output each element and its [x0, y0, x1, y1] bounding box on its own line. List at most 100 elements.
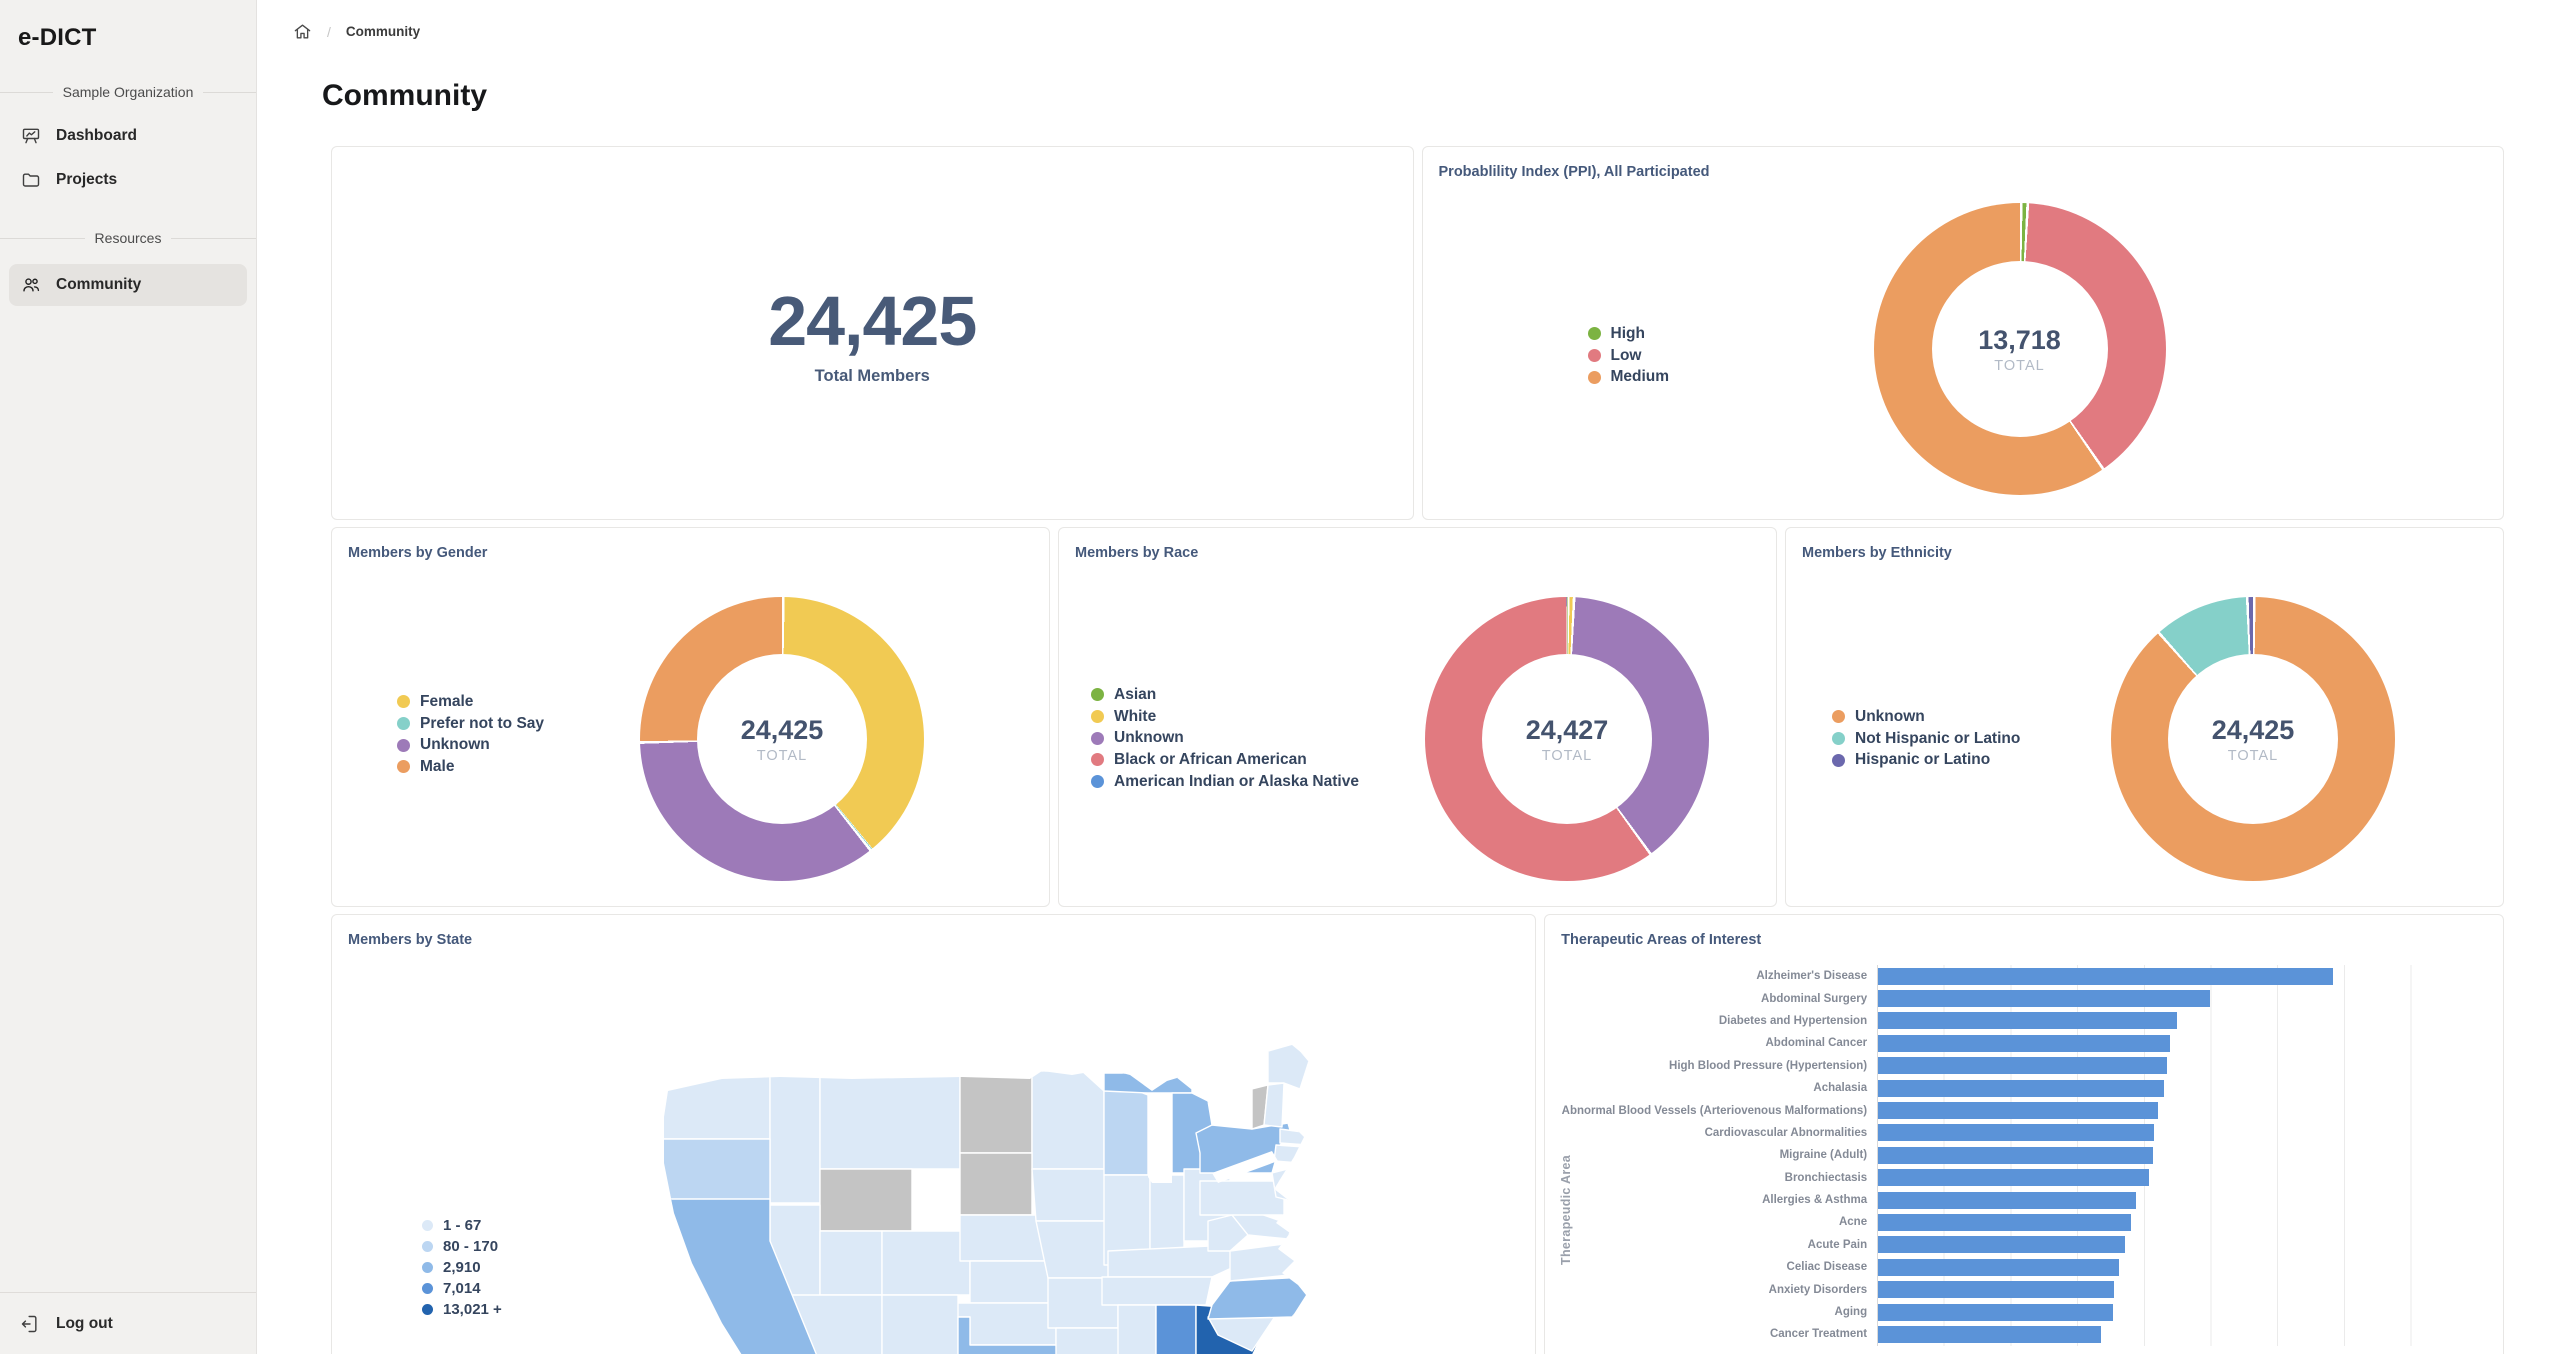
state-ID[interactable]: [769, 1072, 821, 1204]
state-AL[interactable]: [1155, 1304, 1197, 1354]
state-VA[interactable]: [1229, 1242, 1309, 1282]
bar-category-label: Anxiety Disorders: [1768, 1283, 1868, 1296]
bar[interactable]: [1878, 1102, 2158, 1120]
legend-item: American Indian or Alaska Native: [1091, 771, 1359, 793]
bar-track: [1877, 1144, 2478, 1167]
bar[interactable]: [1878, 1124, 2155, 1142]
bar-row: Allergies & Asthma: [1561, 1188, 2491, 1212]
sidebar-item-dashboard[interactable]: Dashboard: [0, 114, 256, 158]
state-MI[interactable]: [1103, 1072, 1193, 1094]
breadcrumb-separator: /: [327, 23, 331, 40]
state-WY[interactable]: [819, 1168, 913, 1232]
state-WI[interactable]: [1103, 1084, 1149, 1176]
legend-item: Prefer not to Say: [397, 713, 544, 735]
bar-row: Diabetes and Hypertension: [1561, 1009, 2491, 1033]
bar[interactable]: [1878, 1079, 2164, 1097]
bar[interactable]: [1878, 1057, 2167, 1075]
state-MA[interactable]: [1279, 1128, 1310, 1146]
bar[interactable]: [1878, 990, 2210, 1008]
logout-button[interactable]: Log out: [0, 1292, 256, 1354]
bar-category-label: Acne: [1838, 1216, 1868, 1229]
bar[interactable]: [1878, 1236, 2126, 1254]
bar-track: [1877, 1054, 2478, 1077]
ethnicity-legend: Unknown Not Hispanic or Latino Hispanic or…: [1832, 706, 2020, 771]
state-WA[interactable]: [660, 1068, 771, 1140]
ethnicity-donut-chart[interactable]: 24,425 TOTAL: [2111, 597, 2395, 881]
home-icon[interactable]: [293, 22, 312, 41]
race-donut-chart[interactable]: 24,427 TOTAL: [1425, 597, 1709, 881]
state-SD[interactable]: [959, 1152, 1033, 1216]
state-CT[interactable]: [1273, 1144, 1305, 1164]
state-NM[interactable]: [881, 1294, 959, 1354]
legend-label: 2,910: [443, 1259, 481, 1276]
lake-michigan: [1148, 1093, 1172, 1183]
legend-item: Not Hispanic or Latino: [1832, 728, 2020, 750]
bar[interactable]: [1878, 967, 2334, 985]
legend-item: Medium: [1587, 366, 1669, 388]
main-content: / Community Community 24,425 Total Membe…: [257, 0, 2558, 1354]
state-ND[interactable]: [959, 1072, 1033, 1154]
legend-item: High: [1587, 323, 1670, 345]
state-IA[interactable]: [1031, 1168, 1113, 1222]
state-MN[interactable]: [1031, 1070, 1105, 1170]
state-LA[interactable]: [1055, 1327, 1121, 1354]
state-NH[interactable]: [1263, 1082, 1285, 1128]
donut-center: 24,427 TOTAL: [1482, 654, 1652, 824]
legend-label: Hispanic or Latino: [1855, 751, 1991, 769]
state-TX[interactable]: [919, 1316, 1063, 1354]
state-OR[interactable]: [658, 1138, 771, 1206]
bar-track: [1877, 1166, 2478, 1189]
gender-donut-chart[interactable]: 24,425 TOTAL: [640, 597, 924, 881]
state-ME[interactable]: [1267, 1041, 1309, 1090]
resources-section-divider: Resources: [0, 230, 257, 246]
card-title: Therapeutic Areas of Interest: [1561, 932, 1762, 948]
donut-total-label: TOTAL: [1994, 357, 2045, 374]
sidebar-item-projects[interactable]: Projects: [0, 158, 256, 202]
total-members-card: 24,425 Total Members: [331, 146, 1414, 520]
legend-dot: [1587, 349, 1601, 363]
bar[interactable]: [1878, 1325, 2102, 1343]
state-MT[interactable]: [819, 1072, 961, 1170]
donut-total-label: TOTAL: [756, 747, 808, 764]
legend-label: Male: [420, 758, 455, 776]
sidebar-item-community[interactable]: Community: [9, 264, 247, 306]
resources-section-label: Resources: [94, 230, 162, 246]
breadcrumb-current[interactable]: Community: [345, 24, 421, 39]
state-TN[interactable]: [1101, 1276, 1213, 1306]
state-UT[interactable]: [819, 1230, 883, 1296]
state-NE[interactable]: [959, 1214, 1047, 1262]
bar[interactable]: [1878, 1012, 2177, 1030]
bar[interactable]: [1878, 1303, 2113, 1321]
ppi-donut-chart[interactable]: 13,718 TOTAL: [1873, 203, 2166, 495]
state-KS[interactable]: [969, 1260, 1053, 1304]
state-MS[interactable]: [1117, 1304, 1157, 1354]
bar-track: [1877, 1076, 2478, 1100]
bar[interactable]: [1878, 1191, 2137, 1209]
bar-track: [1877, 1188, 2478, 1212]
legend-dot: [422, 1241, 433, 1252]
state-NC[interactable]: [1207, 1276, 1312, 1320]
donut-total-label: TOTAL: [1541, 747, 1593, 764]
bar[interactable]: [1878, 1034, 2171, 1052]
bar-row: Cancer Treatment: [1561, 1323, 2491, 1346]
bar-row: Abnormal Blood Vessels (Arteriovenous Ma…: [1561, 1099, 2491, 1122]
state-PA[interactable]: [1199, 1180, 1285, 1216]
state-WV[interactable]: [1207, 1214, 1249, 1252]
legend-item: 2,910: [422, 1257, 502, 1278]
legend-dot: [397, 695, 410, 709]
legend-label: Unknown: [420, 736, 490, 754]
bar[interactable]: [1878, 1169, 2150, 1187]
bar[interactable]: [1878, 1146, 2153, 1164]
sidebar-nav: Dashboard Projects Resources: [0, 114, 257, 306]
bar[interactable]: [1878, 1213, 2132, 1231]
state-IN[interactable]: [1149, 1174, 1185, 1252]
bar-category-label: Celiac Disease: [1786, 1261, 1868, 1274]
bar[interactable]: [1878, 1281, 2115, 1299]
bar-row: Aging: [1561, 1300, 2491, 1324]
gender-legend: Female Prefer not to Say Unknown Male: [397, 691, 544, 778]
state-CO[interactable]: [881, 1230, 971, 1296]
bar-track: [1877, 987, 2478, 1010]
legend-label: White: [1114, 707, 1157, 725]
bar-track: [1877, 1300, 2478, 1324]
bar[interactable]: [1878, 1258, 2120, 1276]
